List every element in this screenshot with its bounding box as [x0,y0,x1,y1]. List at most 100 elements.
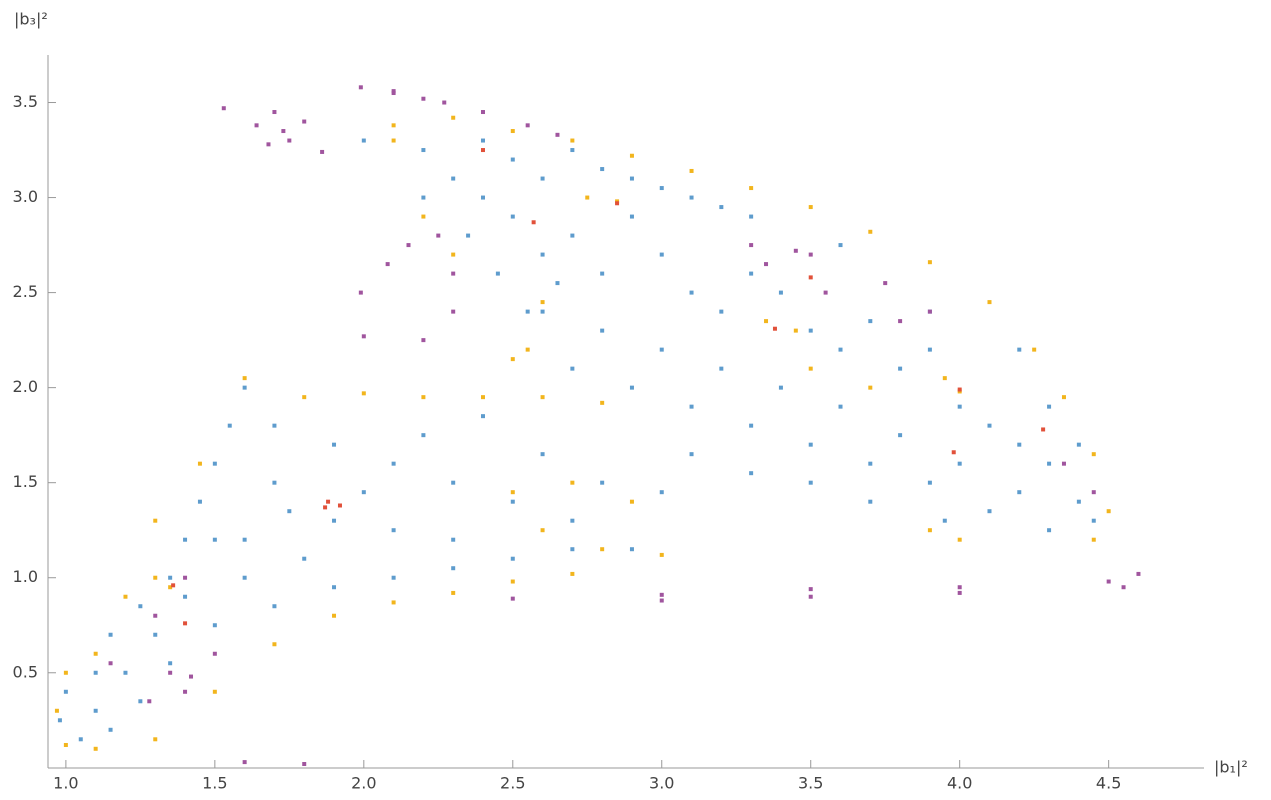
point [600,328,605,333]
point [153,737,158,742]
point [480,195,485,200]
point [451,480,456,485]
point [659,490,664,495]
point [689,290,694,295]
point [570,518,575,523]
point [570,148,575,153]
point [749,271,754,276]
point [168,575,173,580]
point [510,499,515,504]
point [808,366,813,371]
point [689,404,694,409]
point [272,423,277,428]
point [927,480,932,485]
point [525,309,530,314]
point [153,575,158,580]
point [168,585,173,590]
point [391,123,396,128]
point [1017,347,1022,352]
point [659,552,664,557]
point [808,252,813,257]
point [337,503,342,508]
point [358,85,363,90]
point [93,708,98,713]
point [927,347,932,352]
point [927,260,932,265]
point [957,387,962,392]
point [615,201,620,206]
point [361,138,366,143]
point [391,528,396,533]
point [171,583,176,588]
point [525,347,530,352]
point [108,661,113,666]
point [808,587,813,592]
point [1076,499,1081,504]
point [108,727,113,732]
point [868,229,873,234]
point [898,319,903,324]
point [63,689,68,694]
point [689,452,694,457]
point [987,423,992,428]
point [1047,528,1052,533]
point [1061,461,1066,466]
x-tick-label: 3.5 [798,774,823,793]
point [138,604,143,609]
point [1091,490,1096,495]
point [808,205,813,210]
point [272,604,277,609]
point [689,195,694,200]
point [957,590,962,595]
point [480,395,485,400]
point [555,281,560,286]
point [281,129,286,134]
point [287,509,292,514]
point [629,499,634,504]
point [78,737,83,742]
point [451,252,456,257]
point [570,138,575,143]
point [957,404,962,409]
point [421,195,426,200]
point [808,328,813,333]
point [242,575,247,580]
point [510,596,515,601]
point [421,96,426,101]
point [480,110,485,115]
y-axis-label: |b₃|² [14,10,48,29]
point [221,106,226,111]
point [153,632,158,637]
point [242,537,247,542]
point [451,176,456,181]
point [212,461,217,466]
point [749,214,754,219]
point [510,157,515,162]
point [153,613,158,618]
point [719,205,724,210]
point [451,590,456,595]
point [385,262,390,267]
point [987,300,992,305]
point [302,556,307,561]
point [421,433,426,438]
point [254,123,259,128]
point [123,594,128,599]
point [1136,571,1141,576]
point [942,376,947,381]
point [570,571,575,576]
point [868,499,873,504]
point [1047,461,1052,466]
point [600,480,605,485]
x-axis-label: |b₁|² [1214,758,1248,777]
point [361,490,366,495]
point [629,176,634,181]
point [778,385,783,390]
point [108,632,113,637]
x-tick-label: 4.5 [1096,774,1121,793]
point [302,762,307,766]
point [54,708,59,713]
point [898,433,903,438]
point [183,621,188,626]
y-tick-label: 0.5 [13,662,38,681]
